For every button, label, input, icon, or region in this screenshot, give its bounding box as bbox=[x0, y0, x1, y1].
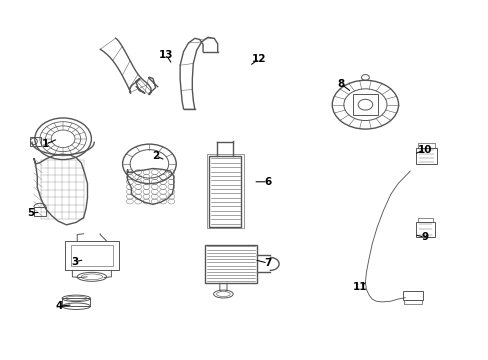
Text: 1: 1 bbox=[42, 139, 49, 149]
Bar bbox=[71, 245, 113, 266]
Text: 6: 6 bbox=[264, 177, 271, 187]
Bar bbox=[34, 207, 46, 216]
Bar bbox=[209, 156, 241, 226]
Bar bbox=[65, 241, 119, 270]
Text: 2: 2 bbox=[152, 150, 159, 161]
Bar bbox=[62, 298, 90, 306]
Bar bbox=[415, 222, 434, 237]
Bar bbox=[402, 291, 423, 300]
Text: 12: 12 bbox=[251, 54, 266, 64]
Bar bbox=[417, 143, 434, 148]
Text: 7: 7 bbox=[264, 258, 271, 268]
Bar bbox=[205, 244, 256, 283]
Text: 9: 9 bbox=[421, 232, 427, 242]
Text: 3: 3 bbox=[71, 257, 78, 267]
Text: 4: 4 bbox=[56, 301, 63, 311]
Bar bbox=[352, 94, 377, 115]
Bar bbox=[30, 137, 41, 146]
Bar bbox=[417, 218, 432, 222]
Text: 8: 8 bbox=[337, 79, 344, 89]
Bar bbox=[206, 154, 243, 228]
Bar bbox=[404, 300, 421, 304]
Text: 5: 5 bbox=[27, 208, 35, 218]
Text: 13: 13 bbox=[159, 50, 173, 60]
Text: 11: 11 bbox=[352, 282, 367, 292]
Text: 10: 10 bbox=[417, 144, 431, 154]
Bar bbox=[415, 148, 436, 164]
